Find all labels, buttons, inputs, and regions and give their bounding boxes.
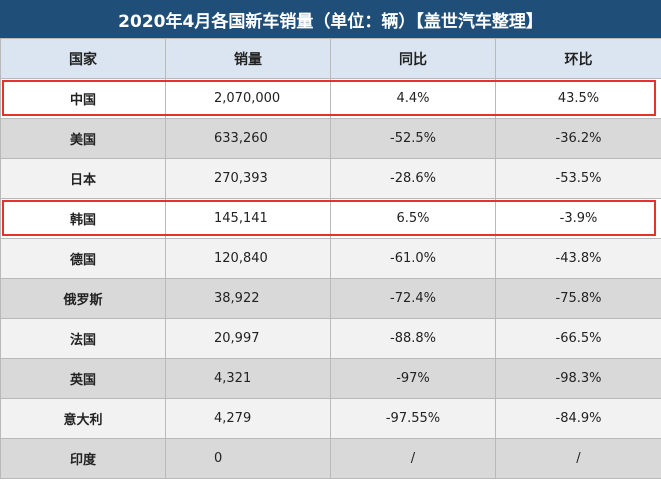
table-row: 俄罗斯 38,922 -72.4% -75.8%: [0, 278, 661, 319]
cell-country: 法国: [0, 318, 166, 359]
cell-country: 德国: [0, 238, 166, 279]
header-row: 国家 销量 同比 环比: [0, 38, 661, 79]
cell-country: 美国: [0, 118, 166, 159]
cell-mom: -98.3%: [495, 358, 661, 399]
cell-country: 俄罗斯: [0, 278, 166, 319]
cell-mom: -36.2%: [495, 118, 661, 159]
cell-yoy: -61.0%: [330, 238, 496, 279]
table-body: 中国 2,070,000 4.4% 43.5% 美国 633,260 -52.5% -36.2…: [0, 78, 661, 479]
header-sales: 销量: [165, 38, 331, 79]
cell-mom: /: [495, 438, 661, 479]
cell-country: 英国: [0, 358, 166, 399]
cell-mom: -43.8%: [495, 238, 661, 279]
cell-yoy: -28.6%: [330, 158, 496, 199]
sales-table: 国家 销量 同比 环比 中国 2,070,000 4.4% 43.5% 美国 633,26…: [0, 38, 661, 479]
cell-yoy: -88.8%: [330, 318, 496, 359]
cell-mom: 43.5%: [495, 78, 661, 119]
cell-sales: 120,840: [165, 238, 331, 279]
header-country: 国家: [0, 38, 166, 79]
cell-mom: -53.5%: [495, 158, 661, 199]
cell-sales: 38,922: [165, 278, 331, 319]
cell-sales: 633,260: [165, 118, 331, 159]
cell-country: 韩国: [0, 198, 166, 239]
cell-yoy: -52.5%: [330, 118, 496, 159]
cell-mom: -66.5%: [495, 318, 661, 359]
cell-mom: -3.9%: [495, 198, 661, 239]
cell-country: 印度: [0, 438, 166, 479]
cell-country: 意大利: [0, 398, 166, 439]
cell-yoy: 4.4%: [330, 78, 496, 119]
cell-country: 中国: [0, 78, 166, 119]
table-row: 德国 120,840 -61.0% -43.8%: [0, 238, 661, 279]
cell-sales: 20,997: [165, 318, 331, 359]
cell-country: 日本: [0, 158, 166, 199]
table-row: 意大利 4,279 -97.55% -84.9%: [0, 398, 661, 439]
cell-sales: 0: [165, 438, 331, 479]
table-row: 英国 4,321 -97% -98.3%: [0, 358, 661, 399]
table-row: 法国 20,997 -88.8% -66.5%: [0, 318, 661, 359]
table-row: 印度 0//: [0, 438, 661, 479]
cell-mom: -75.8%: [495, 278, 661, 319]
cell-yoy: -97%: [330, 358, 496, 399]
cell-mom: -84.9%: [495, 398, 661, 439]
cell-sales: 2,070,000: [165, 78, 331, 119]
cell-sales: 270,393: [165, 158, 331, 199]
cell-yoy: -97.55%: [330, 398, 496, 439]
table-row: 中国 2,070,000 4.4% 43.5%: [0, 78, 661, 119]
cell-sales: 145,141: [165, 198, 331, 239]
cell-yoy: -72.4%: [330, 278, 496, 319]
cell-yoy: /: [330, 438, 496, 479]
table-row: 日本 270,393 -28.6% -53.5%: [0, 158, 661, 199]
header-mom: 环比: [495, 38, 661, 79]
table-row: 美国 633,260 -52.5% -36.2%: [0, 118, 661, 159]
table-row: 韩国 145,141 6.5% -3.9%: [0, 198, 661, 239]
table-title: 2020年4月各国新车销量（单位：辆）【盖世汽车整理】: [0, 0, 661, 38]
header-yoy: 同比: [330, 38, 496, 79]
cell-yoy: 6.5%: [330, 198, 496, 239]
cell-sales: 4,279: [165, 398, 331, 439]
cell-sales: 4,321: [165, 358, 331, 399]
